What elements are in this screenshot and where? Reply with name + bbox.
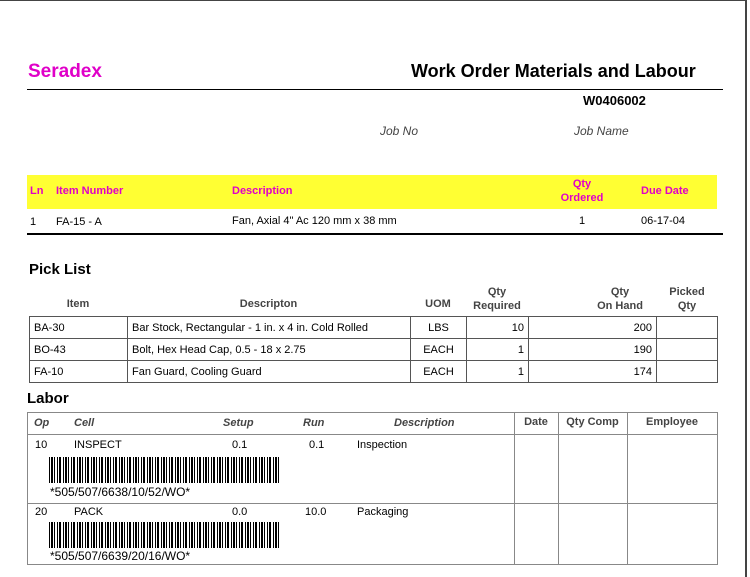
labor-col-divider [627, 413, 628, 564]
labor-setup: 0.0 [232, 506, 248, 518]
pick-list-title: Pick List [29, 261, 91, 278]
labor-col-op: Op [34, 417, 50, 429]
pick-uom: EACH [410, 338, 467, 361]
pick-qty-on-hand: 200 [528, 316, 657, 339]
pick-list-table: BA-30 Bar Stock, Rectangular - 1 in. x 4… [29, 316, 718, 383]
labor-run: 0.1 [309, 439, 325, 451]
pick-col-qty-req-1: Qty [487, 286, 507, 298]
col-qty-ordered-2: Ordered [560, 192, 604, 204]
line-qty: 1 [578, 215, 586, 227]
labor-col-setup: Setup [223, 417, 254, 429]
work-order-number: W0406002 [583, 93, 646, 108]
order-header-band [27, 175, 717, 209]
pick-qty-on-hand: 174 [528, 360, 657, 383]
pick-col-item: Item [66, 298, 90, 310]
order-divider [27, 233, 723, 235]
pick-description: Bar Stock, Rectangular - 1 in. x 4 in. C… [127, 316, 411, 339]
labor-cell: PACK [74, 506, 104, 518]
job-name-label: Job Name [574, 124, 629, 138]
brand-logo: Seradex [28, 61, 102, 82]
col-item-number: Item Number [56, 185, 124, 197]
line-ln: 1 [30, 216, 37, 228]
line-description: Fan, Axial 4" Ac 120 mm x 38 mm [232, 215, 397, 227]
title-divider [27, 89, 723, 90]
labor-col-divider [558, 413, 559, 564]
col-qty-ordered-1: Qty [572, 178, 592, 190]
labor-col-employee: Employee [646, 416, 698, 428]
pick-col-picked-1: Picked [669, 286, 705, 298]
pick-qty-required: 1 [466, 360, 529, 383]
pick-col-qty-hand-1: Qty [610, 286, 630, 298]
pick-picked [656, 360, 718, 383]
labor-header-divider [28, 434, 717, 435]
table-row: BA-30 Bar Stock, Rectangular - 1 in. x 4… [29, 316, 718, 339]
labor-col-cell: Cell [74, 417, 95, 429]
labor-title: Labor [27, 390, 69, 407]
pick-item: BO-43 [29, 338, 128, 361]
pick-qty-required: 10 [466, 316, 529, 339]
labor-description: Inspection [357, 439, 408, 451]
labor-row-divider [28, 503, 717, 504]
labor-description: Packaging [357, 506, 409, 518]
labor-col-qty-comp: Qty Comp [566, 416, 619, 428]
table-row: BO-43 Bolt, Hex Head Cap, 0.5 - 18 x 2.7… [29, 338, 718, 361]
pick-picked [656, 338, 718, 361]
labor-col-description: Description [394, 417, 455, 429]
line-due-date: 06-17-04 [641, 215, 686, 227]
job-no-label: Job No [380, 124, 419, 138]
labor-col-divider [514, 413, 515, 564]
table-row: FA-10 Fan Guard, Cooling Guard EACH 1 17… [29, 360, 718, 383]
pick-qty-required: 1 [466, 338, 529, 361]
barcode-text: *505/507/6639/20/16/WO* [50, 549, 191, 563]
pick-description: Fan Guard, Cooling Guard [127, 360, 411, 383]
col-description: Description [232, 185, 293, 197]
labor-run: 10.0 [305, 506, 327, 518]
labor-setup: 0.1 [232, 439, 248, 451]
pick-description: Bolt, Hex Head Cap, 0.5 - 18 x 2.75 [127, 338, 411, 361]
labor-col-date: Date [524, 416, 548, 428]
pick-col-picked-2: Qty [677, 300, 697, 312]
pick-col-qty-req-2: Required [473, 300, 521, 312]
pick-col-description: Descripton [239, 298, 298, 310]
pick-qty-on-hand: 190 [528, 338, 657, 361]
labor-op: 20 [35, 506, 48, 518]
barcode-text: *505/507/6638/10/52/WO* [50, 485, 191, 499]
pick-uom: LBS [410, 316, 467, 339]
pick-item: BA-30 [29, 316, 128, 339]
labor-op: 10 [35, 439, 48, 451]
pick-col-qty-hand-2: On Hand [597, 300, 643, 312]
report-title: Work Order Materials and Labour [411, 61, 696, 81]
labor-cell: INSPECT [74, 439, 122, 451]
line-item-number: FA-15 - A [56, 216, 102, 228]
pick-uom: EACH [410, 360, 467, 383]
pick-col-uom: UOM [425, 298, 451, 310]
col-due-date: Due Date [641, 185, 689, 197]
barcode-image [49, 522, 279, 548]
pick-item: FA-10 [29, 360, 128, 383]
barcode-image [49, 457, 279, 483]
labor-col-run: Run [303, 417, 325, 429]
labor-table: Op Cell Setup Run Description Date Qty C… [27, 412, 718, 565]
pick-picked [656, 316, 718, 339]
col-ln: Ln [30, 185, 44, 197]
